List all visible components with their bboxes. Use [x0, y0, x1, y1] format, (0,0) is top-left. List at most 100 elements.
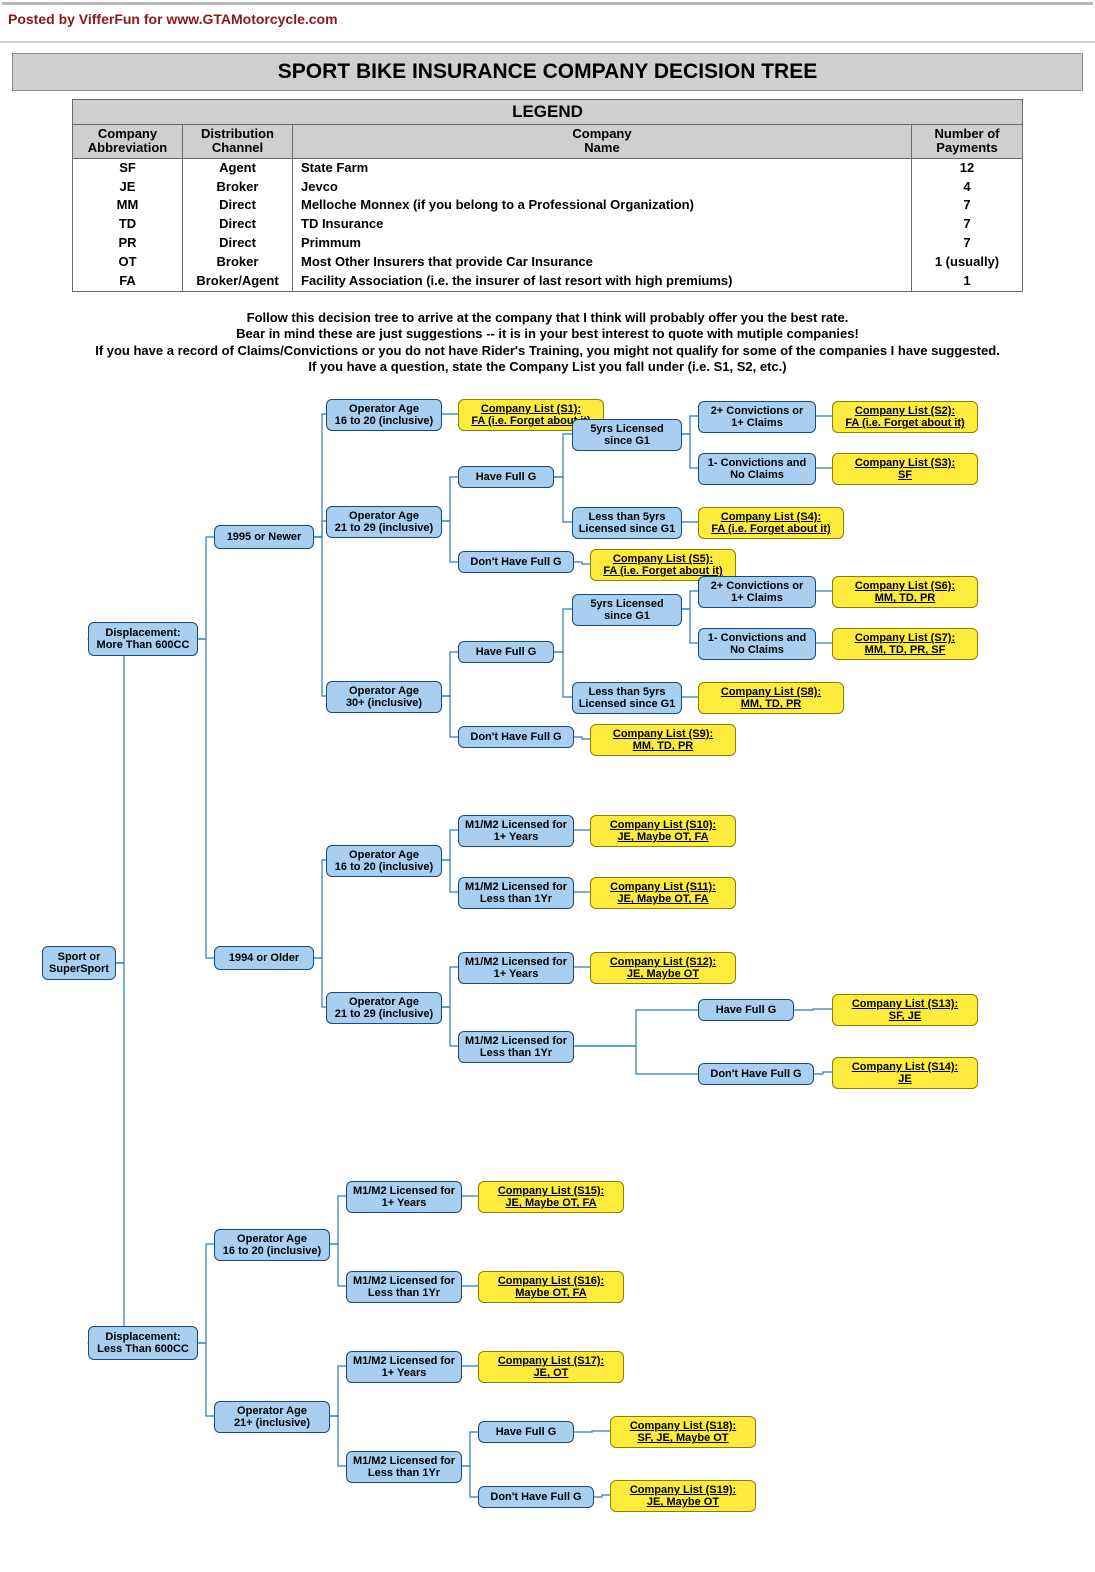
decision-node: Displacement:Less Than 600CC	[88, 1326, 198, 1360]
legend-cell: SF	[73, 159, 183, 178]
legend-cell: State Farm	[293, 159, 912, 178]
decision-node: M1/M2 Licensed for1+ Years	[346, 1351, 462, 1383]
decision-node: 2+ Convictions or1+ Claims	[698, 401, 816, 433]
decision-node: M1/M2 Licensed for1+ Years	[458, 952, 574, 984]
decision-node: M1/M2 Licensed for1+ Years	[458, 815, 574, 847]
decision-node: Sport or SuperSport	[42, 946, 116, 980]
decision-node: 5yrs Licensed since G1	[572, 594, 682, 626]
leaf-node: Company List (S4):FA (i.e. Forget about …	[698, 507, 844, 539]
legend-cell: 7	[912, 196, 1022, 215]
legend-cell: OT	[73, 253, 183, 272]
decision-node: Less than 5yrsLicensed since G1	[572, 682, 682, 714]
decision-node: Don't Have Full G	[458, 551, 574, 573]
decision-node: Operator Age16 to 20 (inclusive)	[326, 845, 442, 877]
leaf-node: Company List (S16):Maybe OT, FA	[478, 1271, 624, 1303]
decision-node: Have Full G	[478, 1421, 574, 1443]
leaf-node: Company List (S10):JE, Maybe OT, FA	[590, 815, 736, 847]
legend-col-header: DistributionChannel	[183, 125, 293, 158]
legend-cell: 12	[912, 159, 1022, 178]
decision-node: Don't Have Full G	[478, 1486, 594, 1508]
leaf-node: Company List (S3):SF	[832, 453, 978, 485]
legend-cell: 7	[912, 215, 1022, 234]
intro-line: Follow this decision tree to arrive at t…	[6, 310, 1089, 326]
legend-row: TDDirectTD Insurance7	[73, 215, 1022, 234]
legend-row: SFAgentState Farm12	[73, 159, 1022, 178]
decision-node: Have Full G	[698, 999, 794, 1021]
legend-cell: Direct	[183, 215, 293, 234]
legend-cell: Broker/Agent	[183, 272, 293, 291]
legend-row: PRDirectPrimmum7	[73, 234, 1022, 253]
legend-header-row: CompanyAbbreviationDistributionChannelCo…	[73, 125, 1022, 159]
decision-node: 1994 or Older	[214, 946, 314, 970]
legend-cell: Jevco	[293, 178, 912, 197]
intro-line: If you have a record of Claims/Convictio…	[6, 343, 1089, 359]
legend-cell: 1 (usually)	[912, 253, 1022, 272]
legend-cell: 7	[912, 234, 1022, 253]
leaf-node: Company List (S12):JE, Maybe OT	[590, 952, 736, 984]
decision-node: Don't Have Full G	[458, 726, 574, 748]
legend-table: LEGEND CompanyAbbreviationDistributionCh…	[72, 99, 1023, 292]
decision-node: Displacement:More Than 600CC	[88, 622, 198, 656]
legend-cell: TD Insurance	[293, 215, 912, 234]
legend-cell: Primmum	[293, 234, 912, 253]
leaf-node: Company List (S7):MM, TD, PR, SF	[832, 628, 978, 660]
decision-node: Less than 5yrsLicensed since G1	[572, 507, 682, 539]
decision-node: 1- Convictions andNo Claims	[698, 453, 816, 485]
legend-row: MMDirectMelloche Monnex (if you belong t…	[73, 196, 1022, 215]
legend-cell: FA	[73, 272, 183, 291]
decision-node: 5yrs Licensed since G1	[572, 419, 682, 451]
legend-cell: MM	[73, 196, 183, 215]
decision-node: 1- Convictions andNo Claims	[698, 628, 816, 660]
leaf-node: Company List (S9):MM, TD, PR	[590, 724, 736, 756]
legend-col-header: CompanyAbbreviation	[73, 125, 183, 158]
legend-cell: Agent	[183, 159, 293, 178]
legend-cell: Broker	[183, 178, 293, 197]
legend-col-header: CompanyName	[293, 125, 912, 158]
leaf-node: Company List (S18):SF, JE, Maybe OT	[610, 1416, 756, 1448]
decision-node: M1/M2 Licensed forLess than 1Yr	[346, 1271, 462, 1303]
title-bar: SPORT BIKE INSURANCE COMPANY DECISION TR…	[12, 53, 1083, 91]
legend-cell: Most Other Insurers that provide Car Ins…	[293, 253, 912, 272]
leaf-node: Company List (S2):FA (i.e. Forget about …	[832, 401, 978, 433]
leaf-node: Company List (S17):JE, OT	[478, 1351, 624, 1383]
intro-line: Bear in mind these are just suggestions …	[6, 326, 1089, 342]
decision-tree-diagram: Sport or SuperSport Displacement:More Tha…	[0, 391, 1095, 1561]
legend-cell: JE	[73, 178, 183, 197]
leaf-node: Company List (S15):JE, Maybe OT, FA	[478, 1181, 624, 1213]
decision-node: Operator Age21+ (inclusive)	[214, 1401, 330, 1433]
decision-node: M1/M2 Licensed forLess than 1Yr	[458, 877, 574, 909]
leaf-node: Company List (S19):JE, Maybe OT	[610, 1480, 756, 1512]
legend-cell: 1	[912, 272, 1022, 291]
leaf-node: Company List (S13):SF, JE	[832, 994, 978, 1026]
decision-node: Have Full G	[458, 466, 554, 488]
legend-cell: Melloche Monnex (if you belong to a Prof…	[293, 196, 912, 215]
decision-node: Don't Have Full G	[698, 1063, 814, 1085]
decision-node: Operator Age16 to 20 (inclusive)	[214, 1229, 330, 1261]
decision-node: M1/M2 Licensed forLess than 1Yr	[458, 1031, 574, 1063]
decision-node: M1/M2 Licensed forLess than 1Yr	[346, 1451, 462, 1483]
legend-row: FABroker/AgentFacility Association (i.e.…	[73, 272, 1022, 291]
legend-cell: Direct	[183, 196, 293, 215]
decision-node: M1/M2 Licensed for1+ Years	[346, 1181, 462, 1213]
decision-node: 1995 or Newer	[214, 525, 314, 549]
intro-text: Follow this decision tree to arrive at t…	[0, 302, 1095, 391]
decision-node: 2+ Convictions or1+ Claims	[698, 576, 816, 608]
decision-node: Operator Age21 to 29 (inclusive)	[326, 992, 442, 1024]
leaf-node: Company List (S6):MM, TD, PR	[832, 576, 978, 608]
decision-node: Operator Age30+ (inclusive)	[326, 681, 442, 713]
legend-cell: Direct	[183, 234, 293, 253]
legend-cell: Facility Association (i.e. the insurer o…	[293, 272, 912, 291]
legend-cell: Broker	[183, 253, 293, 272]
posted-by: Posted by VifferFun for www.GTAMotorcycl…	[0, 5, 1095, 43]
legend-title: LEGEND	[73, 100, 1022, 125]
leaf-node: Company List (S14):JE	[832, 1057, 978, 1089]
decision-node: Operator Age16 to 20 (inclusive)	[326, 399, 442, 431]
legend-cell: 4	[912, 178, 1022, 197]
decision-node: Have Full G	[458, 641, 554, 663]
leaf-node: Company List (S11):JE, Maybe OT, FA	[590, 877, 736, 909]
legend-col-header: Number ofPayments	[912, 125, 1022, 158]
leaf-node: Company List (S8):MM, TD, PR	[698, 682, 844, 714]
legend-cell: PR	[73, 234, 183, 253]
legend-row: OTBrokerMost Other Insurers that provide…	[73, 253, 1022, 272]
legend-row: JEBrokerJevco4	[73, 178, 1022, 197]
